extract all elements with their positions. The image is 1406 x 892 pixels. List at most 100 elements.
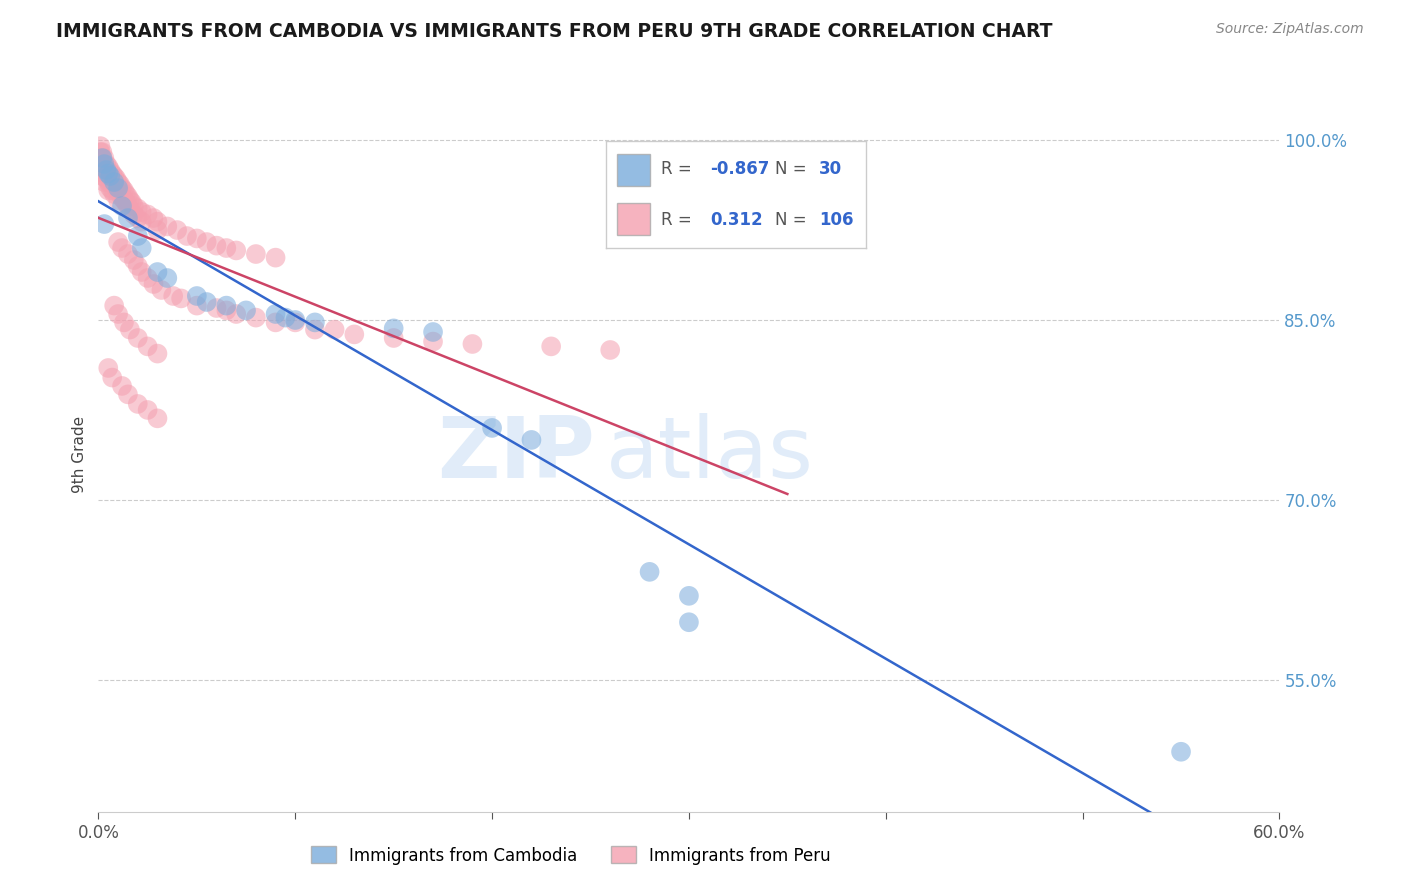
- Point: [638, 565, 661, 579]
- Point: [93, 160, 115, 174]
- Point: [195, 235, 218, 249]
- Point: [284, 315, 307, 329]
- Point: [225, 307, 247, 321]
- Point: [97, 167, 120, 181]
- Point: [111, 199, 134, 213]
- Point: [540, 339, 562, 353]
- Point: [127, 259, 149, 273]
- Point: [107, 235, 129, 249]
- Point: [111, 379, 134, 393]
- Point: [142, 211, 165, 225]
- Point: [382, 331, 405, 345]
- Point: [97, 361, 120, 376]
- Point: [382, 321, 405, 335]
- Point: [127, 331, 149, 345]
- Point: [96, 171, 118, 186]
- Point: [205, 301, 228, 315]
- Point: [1170, 745, 1192, 759]
- Point: [520, 433, 543, 447]
- Point: [235, 303, 257, 318]
- Point: [170, 292, 193, 306]
- Point: [195, 295, 218, 310]
- Point: [111, 191, 134, 205]
- Point: [136, 271, 159, 285]
- Point: [101, 370, 124, 384]
- Point: [678, 615, 700, 630]
- Point: [117, 189, 139, 203]
- Point: [112, 193, 135, 207]
- Point: [107, 181, 129, 195]
- Point: [136, 207, 159, 221]
- Point: [461, 337, 484, 351]
- Point: [107, 175, 129, 189]
- Point: [245, 310, 267, 325]
- Point: [215, 303, 238, 318]
- Point: [186, 289, 208, 303]
- Point: [96, 157, 118, 171]
- Point: [121, 195, 143, 210]
- Point: [264, 315, 287, 329]
- Point: [131, 205, 153, 219]
- Text: ZIP: ZIP: [437, 413, 595, 497]
- Point: [112, 315, 135, 329]
- Point: [91, 160, 114, 174]
- Point: [142, 277, 165, 291]
- Point: [89, 145, 111, 160]
- Point: [225, 244, 247, 258]
- Point: [111, 241, 134, 255]
- Point: [101, 175, 124, 189]
- Point: [98, 169, 121, 183]
- Point: [93, 151, 115, 165]
- Point: [323, 322, 346, 336]
- Text: IMMIGRANTS FROM CAMBODIA VS IMMIGRANTS FROM PERU 9TH GRADE CORRELATION CHART: IMMIGRANTS FROM CAMBODIA VS IMMIGRANTS F…: [56, 22, 1053, 41]
- Point: [118, 193, 141, 207]
- Point: [103, 178, 125, 192]
- Point: [127, 229, 149, 244]
- Point: [108, 187, 131, 202]
- Point: [89, 157, 111, 171]
- Point: [146, 223, 169, 237]
- Point: [122, 199, 145, 213]
- Point: [122, 253, 145, 268]
- Point: [215, 241, 238, 255]
- Point: [162, 289, 184, 303]
- Point: [89, 151, 111, 165]
- Point: [264, 251, 287, 265]
- Point: [98, 163, 121, 178]
- Point: [245, 247, 267, 261]
- Point: [101, 167, 124, 181]
- Text: Source: ZipAtlas.com: Source: ZipAtlas.com: [1216, 22, 1364, 37]
- Point: [103, 169, 125, 183]
- Point: [343, 327, 366, 342]
- Point: [127, 397, 149, 411]
- Point: [122, 207, 145, 221]
- Point: [103, 175, 125, 189]
- Point: [97, 175, 120, 189]
- Point: [264, 307, 287, 321]
- Point: [103, 187, 125, 202]
- Point: [678, 589, 700, 603]
- Point: [186, 231, 208, 245]
- Point: [127, 211, 149, 225]
- Point: [166, 223, 188, 237]
- Point: [118, 322, 141, 336]
- Point: [176, 229, 198, 244]
- Y-axis label: 9th Grade: 9th Grade: [72, 417, 87, 493]
- Point: [97, 160, 120, 174]
- Point: [304, 322, 326, 336]
- Point: [215, 299, 238, 313]
- Point: [91, 151, 114, 165]
- Point: [117, 211, 139, 225]
- Point: [117, 387, 139, 401]
- Point: [91, 145, 114, 160]
- Point: [91, 151, 114, 165]
- Point: [107, 184, 129, 198]
- Point: [107, 193, 129, 207]
- Text: atlas: atlas: [606, 413, 814, 497]
- Point: [146, 411, 169, 425]
- Point: [127, 202, 149, 216]
- Point: [481, 421, 503, 435]
- Point: [422, 325, 444, 339]
- Point: [97, 184, 120, 198]
- Point: [136, 403, 159, 417]
